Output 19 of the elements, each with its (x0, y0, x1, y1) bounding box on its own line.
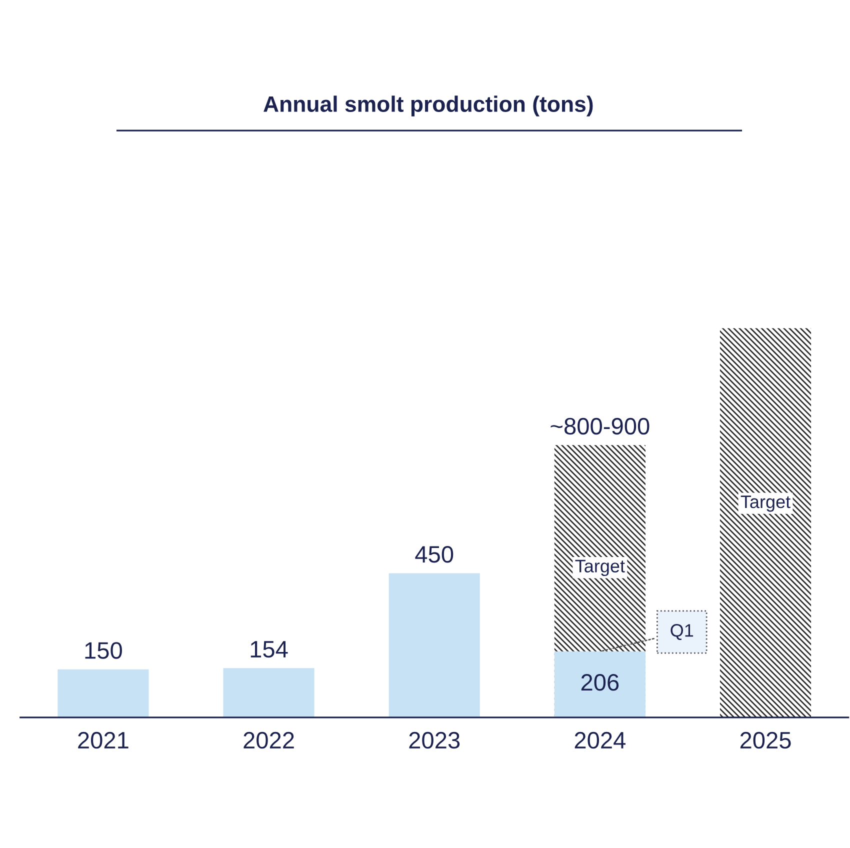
x-tick-label: 2023 (409, 732, 460, 749)
text: Target (575, 560, 625, 576)
annotation: Q1 (670, 624, 694, 640)
chart-title: Annual smolt production (tons) (264, 96, 593, 116)
data-label: ~800-900 (550, 418, 650, 435)
x-tick-label: 2024 (574, 732, 626, 749)
bar (720, 328, 812, 718)
data-label: 206 (581, 674, 619, 691)
x-tick-label: 2022 (244, 732, 294, 749)
x-tick-label: 2025 (740, 732, 791, 749)
bar (223, 668, 314, 718)
bar (58, 669, 149, 718)
series-label: Target (740, 496, 790, 512)
data-label: 450 (415, 546, 454, 563)
data-label: 154 (250, 641, 288, 658)
x-tick-label: 2021 (78, 732, 128, 749)
bar (388, 573, 480, 718)
bar (554, 651, 646, 718)
data-label: 150 (85, 642, 122, 659)
